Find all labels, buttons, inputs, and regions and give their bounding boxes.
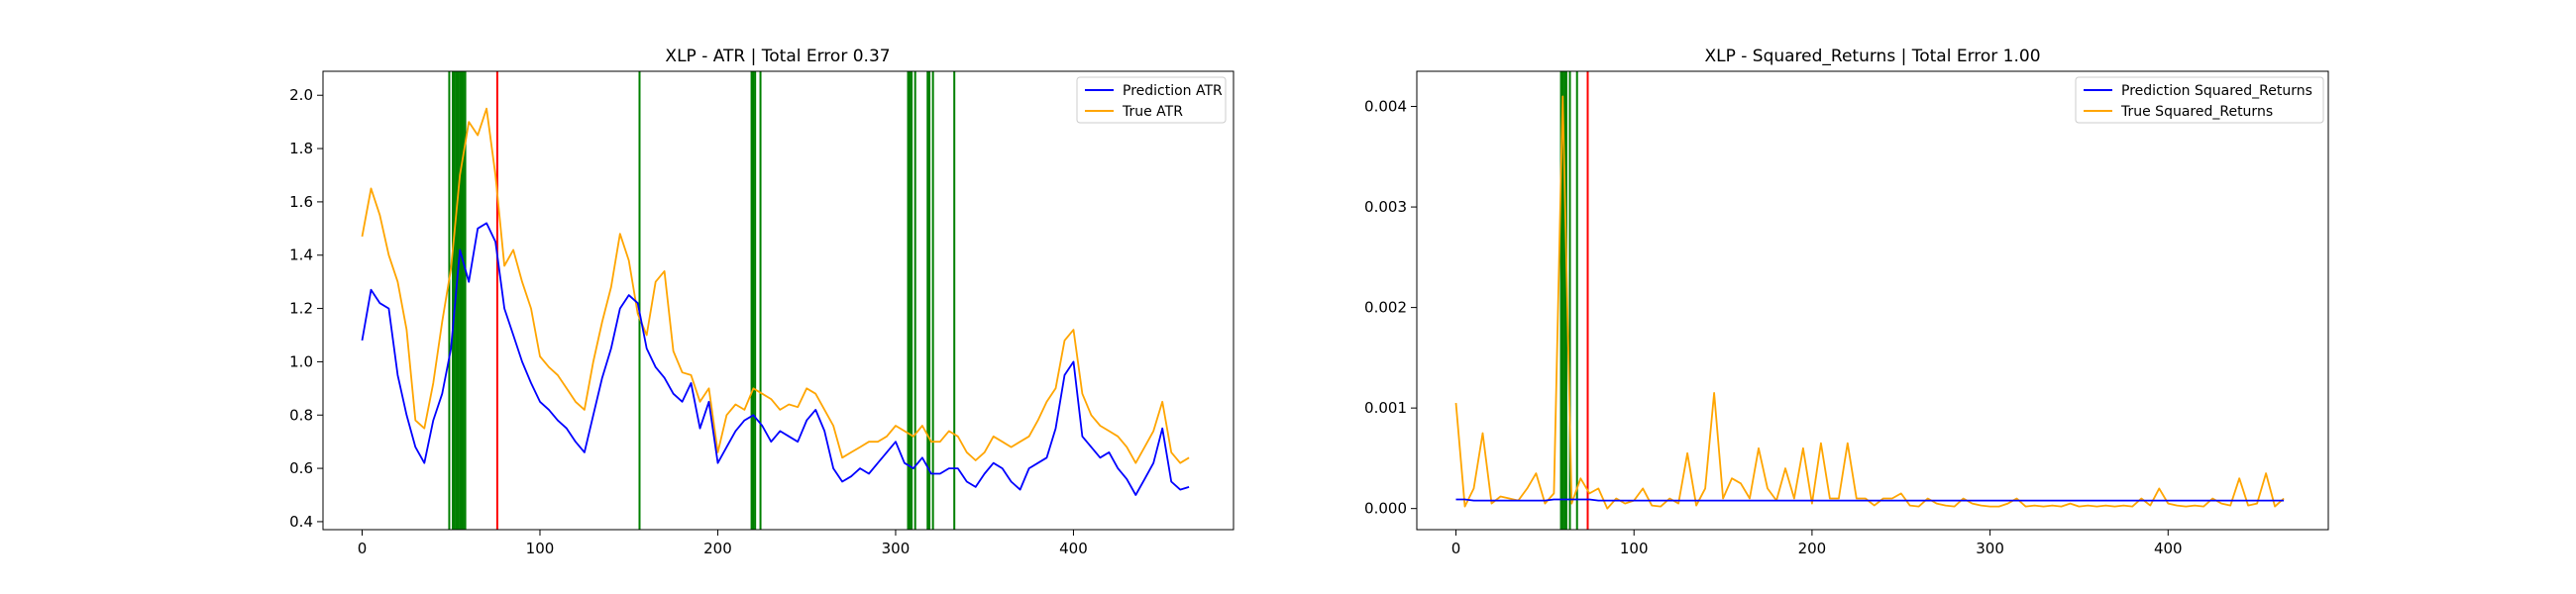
y-tick-label: 1.6 <box>289 193 313 211</box>
x-tick-label: 300 <box>882 540 911 557</box>
legend-label-prediction: Prediction Squared_Returns <box>2121 83 2312 99</box>
x-tick-label: 100 <box>1620 540 1649 557</box>
x-tick-label: 0 <box>358 540 368 557</box>
plot-area <box>1454 71 2285 530</box>
x-tick-label: 400 <box>2154 540 2183 557</box>
y-tick-label: 0.003 <box>1364 198 1407 216</box>
axes-frame <box>322 70 1234 531</box>
legend-label-true: True Squared_Returns <box>2120 104 2273 120</box>
y-tick-label: 1.8 <box>289 140 313 157</box>
x-tick-label: 300 <box>1976 540 2004 557</box>
legend-frame <box>1076 76 1227 124</box>
y-tick-label: 0.8 <box>289 406 313 424</box>
x-tick-label: 100 <box>526 540 555 557</box>
y-tick-label: 2.0 <box>289 86 313 104</box>
chart-atr: XLP - ATR | Total Error 0.37 0 100 200 300 4… <box>289 47 1234 557</box>
y-tick-label: 1.2 <box>289 300 313 318</box>
chart-title: XLP - Squared_Returns | Total Error 1.00 <box>1704 47 2040 66</box>
series-line-prediction <box>361 222 1190 496</box>
x-tick-label: 200 <box>703 540 732 557</box>
series-line-true <box>1454 95 2285 510</box>
legend-frame <box>2075 76 2324 124</box>
axes: 0 100 200 300 400 0.4 0.6 0.8 1.0 1.2 1.4 1.6 1.8 2.0 <box>289 70 1234 557</box>
plot-area <box>361 71 1190 530</box>
series-line-true <box>361 107 1190 464</box>
x-tick-label: 200 <box>1798 540 1827 557</box>
legend: Prediction ATR True ATR <box>1076 76 1227 124</box>
legend-label-prediction: Prediction ATR <box>1123 83 1223 99</box>
series-line-prediction <box>1455 498 2285 502</box>
legend: Prediction Squared_Returns True Squared_… <box>2075 76 2324 124</box>
y-tick-label: 1.4 <box>289 247 313 264</box>
y-tick-label: 1.0 <box>289 352 313 370</box>
x-tick-label: 400 <box>1059 540 1088 557</box>
y-tick-label: 0.004 <box>1364 98 1407 116</box>
axes: 0 100 200 300 400 0.000 0.001 0.002 0.003 0.004 <box>1364 70 2329 557</box>
y-tick-label: 0.000 <box>1364 500 1407 518</box>
chart-title: XLP - ATR | Total Error 0.37 <box>665 47 890 66</box>
x-tick-label: 0 <box>1451 540 1461 557</box>
y-tick-label: 0.6 <box>289 459 313 477</box>
legend-label-true: True ATR <box>1122 104 1183 120</box>
y-tick-label: 0.4 <box>289 513 313 531</box>
chart-squared-returns: XLP - Squared_Returns | Total Error 1.00… <box>1364 47 2329 557</box>
y-tick-label: 0.001 <box>1364 399 1407 417</box>
y-tick-label: 0.002 <box>1364 299 1407 317</box>
axes-frame <box>1416 70 2329 531</box>
